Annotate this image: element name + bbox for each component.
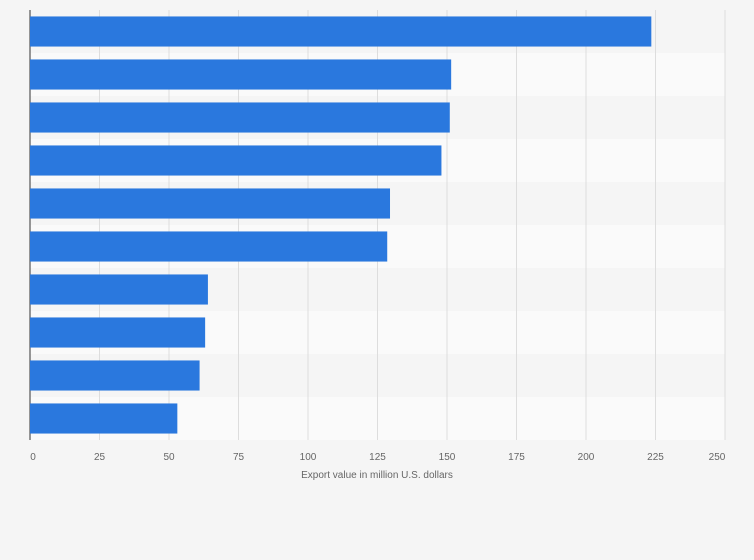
- bar[interactable]: [30, 317, 206, 348]
- x-axis-title: Export value in million U.S. dollars: [301, 470, 453, 481]
- bar[interactable]: [30, 403, 178, 434]
- bar[interactable]: [30, 102, 450, 133]
- bar[interactable]: [30, 16, 652, 47]
- x-tick-label: 250: [709, 452, 726, 463]
- bar[interactable]: [30, 188, 391, 219]
- x-tick-label: 50: [163, 452, 175, 463]
- bar[interactable]: [30, 145, 442, 176]
- bar[interactable]: [30, 59, 452, 90]
- bar[interactable]: [30, 231, 388, 262]
- x-tick-label: 100: [300, 452, 317, 463]
- x-tick-label: 175: [508, 452, 525, 463]
- x-tick-label: 0: [30, 452, 36, 463]
- x-tick-label: 125: [369, 452, 386, 463]
- x-tick-label: 75: [233, 452, 245, 463]
- x-tick-label: 25: [94, 452, 106, 463]
- bars: [30, 16, 652, 434]
- bar[interactable]: [30, 360, 200, 391]
- bar[interactable]: [30, 274, 208, 305]
- x-tick-label: 200: [578, 452, 595, 463]
- x-tick-label: 225: [647, 452, 664, 463]
- x-tick-label: 150: [439, 452, 456, 463]
- x-tick-labels: 0 25 50 75 100 125 150 175 200 225 250: [30, 452, 726, 463]
